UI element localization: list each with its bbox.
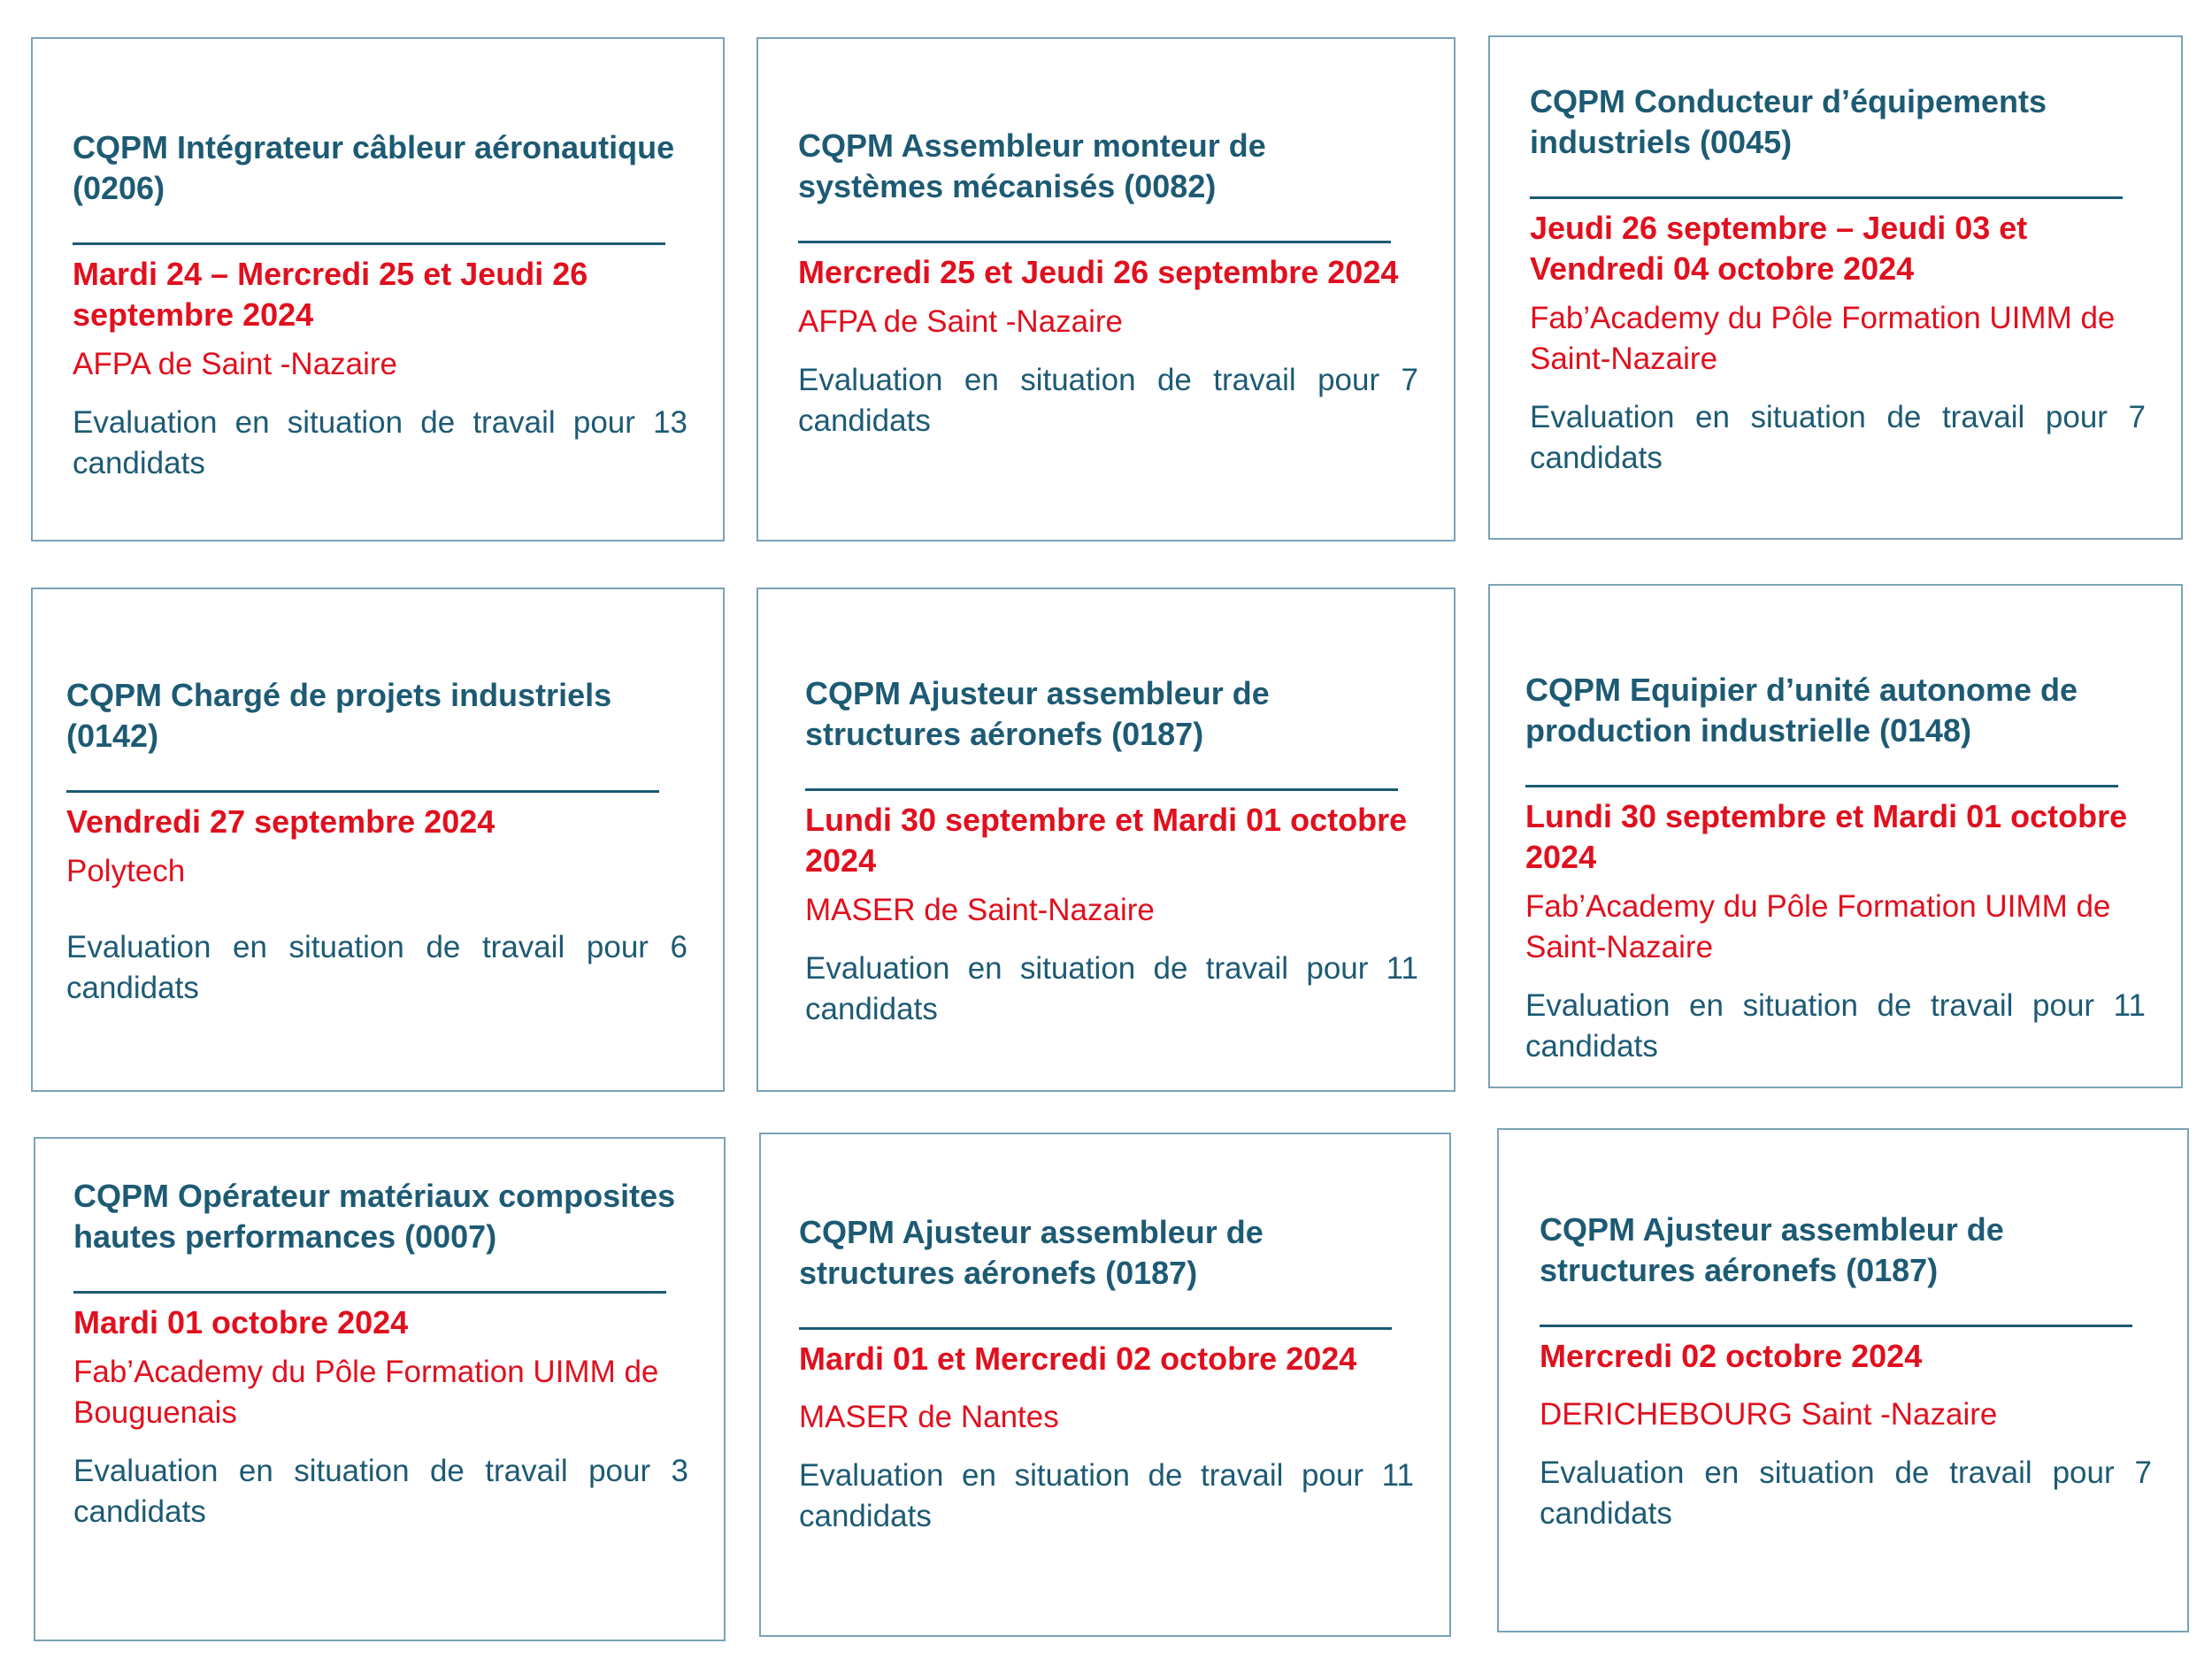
card-place: MASER de Saint-Nazaire <box>805 893 1155 927</box>
card-divider <box>1525 785 2118 787</box>
card-place: AFPA de Saint -Nazaire <box>73 347 398 381</box>
card-title: CQPM Conducteur d’équipements industriel… <box>1530 83 2047 160</box>
card-divider <box>73 242 665 245</box>
session-card: CQPM Ajusteur assembleur de structures a… <box>1497 1128 2189 1632</box>
card-date: Mardi 24 – Mercredi 25 et Jeudi 26 septe… <box>73 256 588 333</box>
card-evaluation: Evaluation en situation de travail pour … <box>805 951 1418 1026</box>
card-divider <box>799 1327 1392 1330</box>
card-title: CQPM Chargé de projets industriels (0142… <box>66 677 612 754</box>
card-evaluation: Evaluation en situation de travail pour … <box>66 930 687 1005</box>
card-title: CQPM Assembleur monteur de systèmes méca… <box>798 127 1266 204</box>
session-card: CQPM Chargé de projets industriels (0142… <box>31 588 725 1092</box>
card-place: Polytech <box>66 854 186 888</box>
card-title: CQPM Equipier d’unité autonome de produc… <box>1525 672 2078 749</box>
session-card: CQPM Conducteur d’équipements industriel… <box>1488 35 2183 540</box>
card-title: CQPM Ajusteur assembleur de structures a… <box>805 675 1270 752</box>
card-date: Lundi 30 septembre et Mardi 01 octobre 2… <box>805 802 1408 879</box>
card-date: Mercredi 02 octobre 2024 <box>1540 1338 1923 1374</box>
card-place: DERICHEBOURG Saint -Nazaire <box>1540 1397 1998 1432</box>
session-card: CQPM Ajusteur assembleur de structures a… <box>759 1133 1451 1637</box>
card-place: Fab’Academy du Pôle Formation UIMM de Sa… <box>1530 301 2116 376</box>
card-date: Mardi 01 octobre 2024 <box>73 1304 409 1340</box>
session-card: CQPM Assembleur monteur de systèmes méca… <box>757 37 1455 541</box>
session-card: CQPM Intégrateur câbleur aéronautique (0… <box>31 37 725 541</box>
card-place: MASER de Nantes <box>799 1400 1059 1434</box>
card-evaluation: Evaluation en situation de travail pour … <box>1540 1455 2152 1531</box>
card-evaluation: Evaluation en situation de travail pour … <box>1530 400 2146 475</box>
card-divider <box>66 790 659 793</box>
card-evaluation: Evaluation en situation de travail pour … <box>798 363 1418 438</box>
card-title: CQPM Opérateur matériaux composites haut… <box>73 1178 676 1255</box>
card-date: Jeudi 26 septembre – Jeudi 03 et Vendred… <box>1530 210 2028 287</box>
card-divider <box>1530 196 2123 199</box>
card-evaluation: Evaluation en situation de travail pour … <box>73 1454 688 1529</box>
card-title: CQPM Ajusteur assembleur de structures a… <box>1540 1211 2004 1288</box>
card-date: Lundi 30 septembre et Mardi 01 octobre 2… <box>1525 798 2128 875</box>
card-date: Vendredi 27 septembre 2024 <box>66 803 495 840</box>
card-divider <box>1540 1325 2132 1327</box>
session-card: CQPM Equipier d’unité autonome de produc… <box>1488 584 2183 1088</box>
card-title: CQPM Ajusteur assembleur de structures a… <box>799 1214 1263 1291</box>
session-card: CQPM Ajusteur assembleur de structures a… <box>757 588 1455 1092</box>
card-evaluation: Evaluation en situation de travail pour … <box>1525 988 2146 1064</box>
card-divider <box>798 241 1391 243</box>
card-date: Mardi 01 et Mercredi 02 octobre 2024 <box>799 1340 1357 1377</box>
card-title: CQPM Intégrateur câbleur aéronautique (0… <box>73 129 675 206</box>
card-evaluation: Evaluation en situation de travail pour … <box>799 1458 1414 1533</box>
card-place: AFPA de Saint -Nazaire <box>798 304 1124 339</box>
card-divider <box>805 788 1398 791</box>
card-place: Fab’Academy du Pôle Formation UIMM de Bo… <box>73 1355 659 1430</box>
card-place: Fab’Academy du Pôle Formation UIMM de Sa… <box>1525 889 2111 964</box>
card-divider <box>73 1291 666 1294</box>
card-evaluation: Evaluation en situation de travail pour … <box>73 405 687 480</box>
card-date: Mercredi 25 et Jeudi 26 septembre 2024 <box>798 254 1399 290</box>
session-card: CQPM Opérateur matériaux composites haut… <box>34 1137 726 1641</box>
